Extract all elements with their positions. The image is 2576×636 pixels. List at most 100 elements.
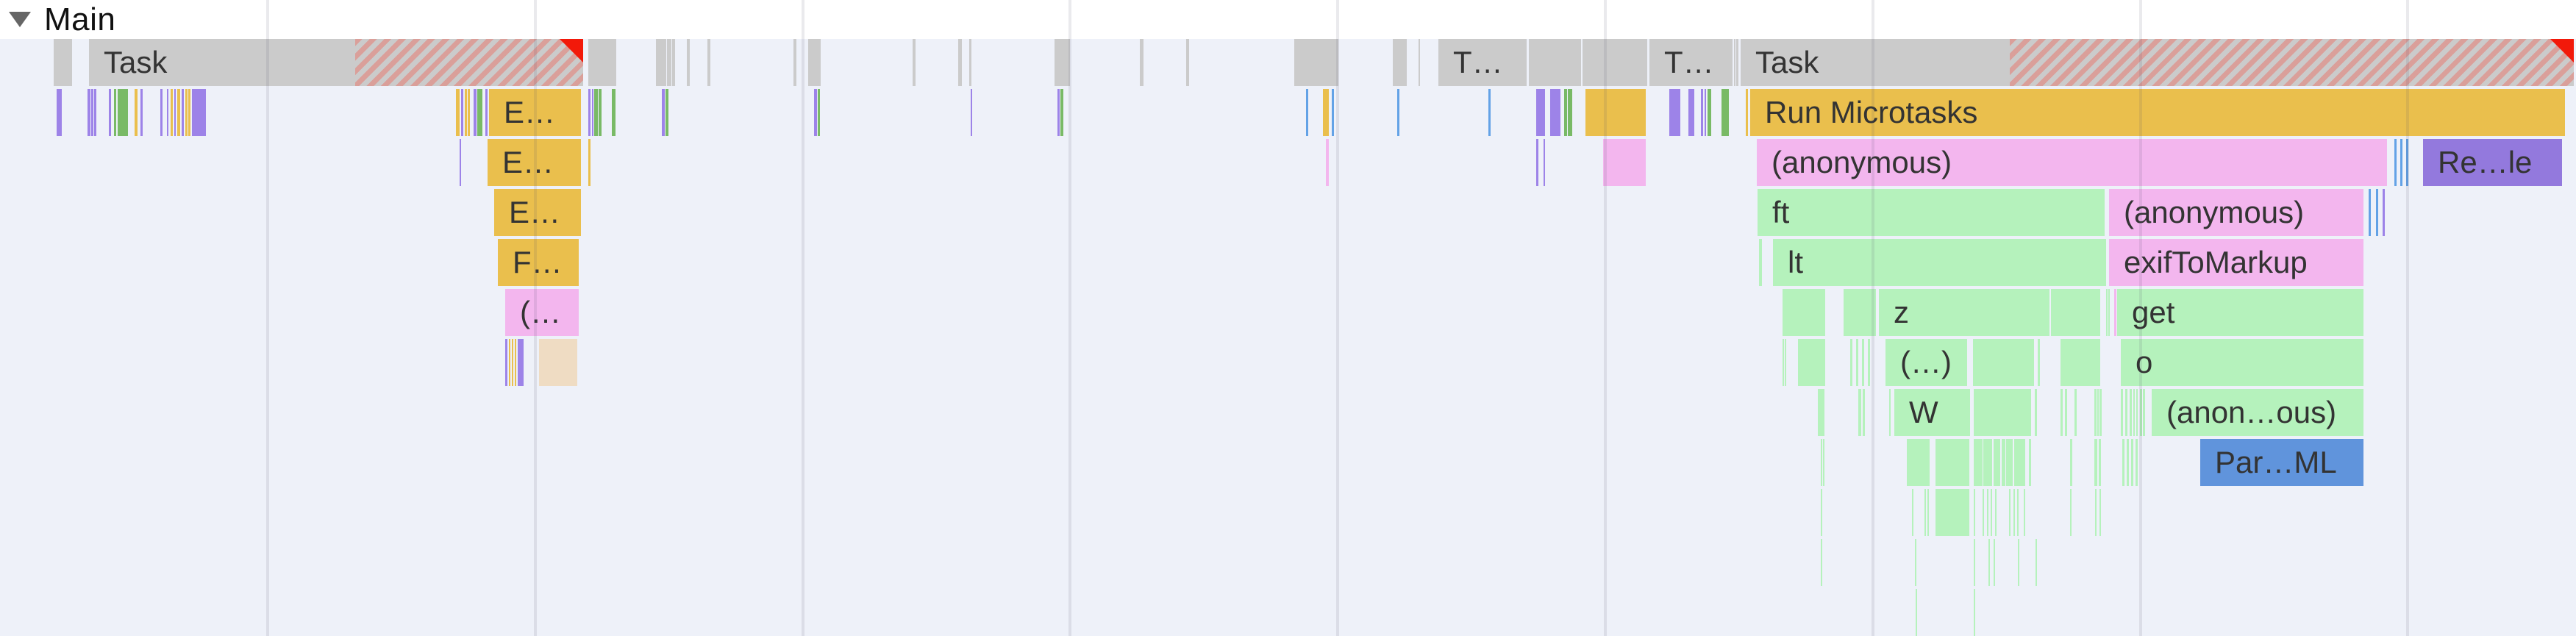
flame-sliver[interactable]	[707, 39, 710, 86]
flame-sliver[interactable]	[1759, 239, 1762, 286]
flame-sliver[interactable]	[1850, 339, 1852, 386]
flame-sliver[interactable]	[2125, 389, 2127, 436]
bar-lt[interactable]: lt	[1773, 239, 2106, 286]
flame-sliver[interactable]	[485, 89, 488, 136]
flame-sliver[interactable]	[185, 89, 188, 136]
collapse-track-icon[interactable]	[9, 12, 31, 27]
flame-sliver[interactable]	[2051, 289, 2100, 336]
flame-sliver[interactable]	[1844, 289, 1876, 336]
flame-sliver[interactable]	[1974, 389, 2031, 436]
flame-sliver[interactable]	[1983, 489, 1984, 536]
flame-sliver[interactable]	[1705, 89, 1706, 136]
flame-sliver[interactable]	[57, 89, 62, 136]
flame-sliver[interactable]	[456, 89, 460, 136]
flame-sliver[interactable]	[1306, 89, 1308, 136]
flame-sliver[interactable]	[1994, 539, 1995, 586]
flame-sliver[interactable]	[1889, 389, 1891, 436]
flame-sliver[interactable]	[1994, 439, 2000, 486]
flame-sliver[interactable]	[2070, 439, 2072, 486]
bar-flame-bar[interactable]: (…	[505, 289, 579, 336]
bar-exiftomarkup[interactable]: exifToMarkup	[2109, 239, 2363, 286]
flame-sliver[interactable]	[1935, 489, 1969, 536]
flame-sliver[interactable]	[1708, 89, 1711, 136]
flame-sliver[interactable]	[2133, 389, 2135, 436]
flame-sliver[interactable]	[1393, 39, 1407, 86]
flame-sliver[interactable]	[1862, 339, 1864, 386]
flame-sliver[interactable]	[2061, 339, 2100, 386]
flame-sliver[interactable]	[2394, 139, 2397, 186]
flame-sliver[interactable]	[2094, 439, 2097, 486]
flame-sliver[interactable]	[1669, 89, 1680, 136]
flame-sliver[interactable]	[1488, 89, 1491, 136]
flame-sliver[interactable]	[1858, 389, 1861, 436]
flame-sliver[interactable]	[2114, 289, 2116, 336]
flame-sliver[interactable]	[109, 89, 111, 136]
flame-sliver[interactable]	[1332, 89, 1334, 136]
flame-sliver[interactable]	[1823, 439, 1824, 486]
flame-sliver[interactable]	[2369, 189, 2371, 236]
flame-sliver[interactable]	[2018, 539, 2019, 586]
flame-sliver[interactable]	[1821, 539, 1822, 586]
flame-sliver[interactable]	[1974, 589, 1975, 636]
flame-sliver[interactable]	[2024, 489, 2025, 536]
bar-anonymous[interactable]: (anonymous)	[2109, 189, 2363, 236]
flame-sliver[interactable]	[1783, 289, 1825, 336]
flame-sliver[interactable]	[2383, 189, 2385, 236]
flame-sliver[interactable]	[188, 89, 190, 136]
flame-sliver[interactable]	[793, 39, 796, 86]
flame-sliver[interactable]	[1798, 339, 1825, 386]
flame-sliver[interactable]	[1585, 89, 1646, 136]
flame-sliver[interactable]	[2014, 439, 2025, 486]
flame-sliver[interactable]	[114, 89, 116, 136]
flame-sliver[interactable]	[666, 89, 668, 136]
flame-sliver[interactable]	[512, 339, 513, 386]
bar-e[interactable]: E…	[494, 189, 581, 236]
flame-sliver[interactable]	[2130, 389, 2132, 436]
flame-sliver[interactable]	[1915, 539, 1916, 586]
flame-sliver[interactable]	[971, 89, 972, 136]
bar-anonymous[interactable]: (anonymous)	[1757, 139, 2387, 186]
flame-sliver[interactable]	[2136, 389, 2138, 436]
flame-sliver[interactable]	[1995, 489, 1997, 536]
flame-sliver[interactable]	[1326, 139, 1329, 186]
flame-sliver[interactable]	[509, 339, 510, 386]
flame-sliver[interactable]	[913, 39, 916, 86]
bar-t[interactable]: T…	[1649, 39, 1733, 86]
flame-sliver[interactable]	[2074, 389, 2077, 436]
flame-sliver[interactable]	[667, 39, 671, 86]
flame-sliver[interactable]	[461, 89, 463, 136]
flame-sliver[interactable]	[1734, 39, 1735, 86]
flame-sliver[interactable]	[2097, 389, 2099, 436]
flame-sliver[interactable]	[2121, 389, 2123, 436]
bar-z[interactable]: z	[1879, 289, 2049, 336]
bar-re-le[interactable]: Re…le	[2423, 139, 2562, 186]
flame-sliver[interactable]	[1186, 39, 1189, 86]
flame-sliver[interactable]	[171, 89, 173, 136]
flame-sliver[interactable]	[2094, 389, 2097, 436]
flame-sliver[interactable]	[1927, 489, 1929, 536]
flame-sliver[interactable]	[588, 39, 616, 86]
bar-task[interactable]: Task	[1741, 39, 2010, 86]
flame-sliver[interactable]	[1550, 89, 1560, 136]
bar-o[interactable]: o	[2121, 339, 2363, 386]
flame-sliver[interactable]	[2127, 439, 2129, 486]
flame-sliver[interactable]	[515, 339, 516, 386]
flame-sliver[interactable]	[2009, 489, 2011, 536]
flame-sliver[interactable]	[474, 89, 477, 136]
bar-task[interactable]: Task	[89, 39, 355, 86]
flame-sliver[interactable]	[2065, 389, 2067, 436]
flame-sliver[interactable]	[539, 339, 577, 386]
flame-sliver[interactable]	[1736, 39, 1738, 86]
flame-sliver[interactable]	[88, 89, 90, 136]
flame-sliver[interactable]	[1746, 89, 1748, 136]
flame-sliver[interactable]	[2038, 339, 2040, 386]
flame-sliver[interactable]	[818, 89, 820, 136]
flame-sliver[interactable]	[656, 39, 666, 86]
flame-sliver[interactable]	[687, 39, 690, 86]
flame-sliver[interactable]	[612, 89, 616, 136]
flame-sliver[interactable]	[1868, 339, 1870, 386]
flame-sliver[interactable]	[1907, 439, 1930, 486]
flame-sliver[interactable]	[518, 339, 524, 386]
bar-ft[interactable]: ft	[1758, 189, 2105, 236]
flame-sliver[interactable]	[1057, 89, 1060, 136]
